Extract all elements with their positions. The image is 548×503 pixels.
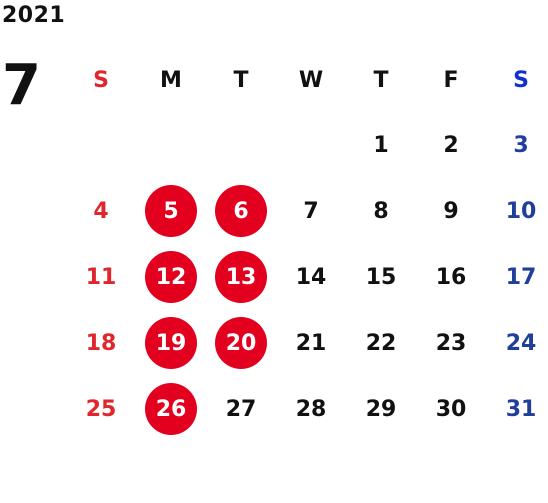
day-cell: 14 — [295, 264, 327, 290]
month-label: 7 — [2, 53, 41, 118]
calendar-grid: S M T W T F S 1 2 3 4 5 6 7 8 9 10 11 12… — [66, 48, 548, 442]
week-row: 18 19 20 21 22 23 24 — [66, 310, 548, 376]
day-highlight: 12 — [145, 251, 197, 303]
day-cell: 23 — [435, 330, 467, 356]
day-cell: 22 — [365, 330, 397, 356]
day-cell: 18 — [85, 330, 117, 356]
week-row: 11 12 13 14 15 16 17 — [66, 244, 548, 310]
weekday-sunday: S — [93, 67, 109, 93]
day-cell: 27 — [225, 396, 257, 422]
day-cell: 25 — [85, 396, 117, 422]
weekday-monday: M — [160, 67, 182, 93]
weekday-saturday: S — [513, 67, 529, 93]
day-highlight: 26 — [145, 383, 197, 435]
day-cell: 24 — [505, 330, 537, 356]
day-cell: 31 — [505, 396, 537, 422]
day-cell — [66, 112, 136, 178]
day-cell-highlighted: 19 — [136, 310, 206, 376]
day-cell-highlighted: 6 — [206, 178, 276, 244]
day-highlight: 6 — [215, 185, 267, 237]
day-cell: 28 — [295, 396, 327, 422]
weekday-wednesday: W — [298, 67, 324, 93]
day-cell: 16 — [435, 264, 467, 290]
day-cell: 3 — [513, 132, 529, 158]
day-highlight: 13 — [215, 251, 267, 303]
day-cell: 15 — [365, 264, 397, 290]
year-label: 2021 — [2, 3, 66, 28]
day-cell: 9 — [443, 198, 459, 224]
weekday-header-row: S M T W T F S — [66, 48, 548, 112]
day-cell: 8 — [373, 198, 389, 224]
week-row: 25 26 27 28 29 30 31 — [66, 376, 548, 442]
day-highlight: 19 — [145, 317, 197, 369]
day-cell: 11 — [85, 264, 117, 290]
weekday-friday: F — [443, 67, 459, 93]
day-cell: 17 — [505, 264, 537, 290]
day-cell: 21 — [295, 330, 327, 356]
day-cell — [276, 112, 346, 178]
day-cell-highlighted: 12 — [136, 244, 206, 310]
day-cell: 4 — [93, 198, 109, 224]
day-cell — [206, 112, 276, 178]
day-cell: 2 — [443, 132, 459, 158]
day-highlight: 20 — [215, 317, 267, 369]
day-cell-highlighted: 5 — [136, 178, 206, 244]
weekday-thursday: T — [373, 67, 389, 93]
day-cell-highlighted: 20 — [206, 310, 276, 376]
day-cell: 10 — [505, 198, 537, 224]
day-cell: 30 — [435, 396, 467, 422]
day-cell-highlighted: 26 — [136, 376, 206, 442]
week-row: 4 5 6 7 8 9 10 — [66, 178, 548, 244]
day-cell — [136, 112, 206, 178]
day-cell: 7 — [303, 198, 319, 224]
week-row: 1 2 3 — [66, 112, 548, 178]
weekday-tuesday: T — [233, 67, 249, 93]
day-cell-highlighted: 13 — [206, 244, 276, 310]
day-highlight: 5 — [145, 185, 197, 237]
day-cell: 29 — [365, 396, 397, 422]
day-cell: 1 — [373, 132, 389, 158]
